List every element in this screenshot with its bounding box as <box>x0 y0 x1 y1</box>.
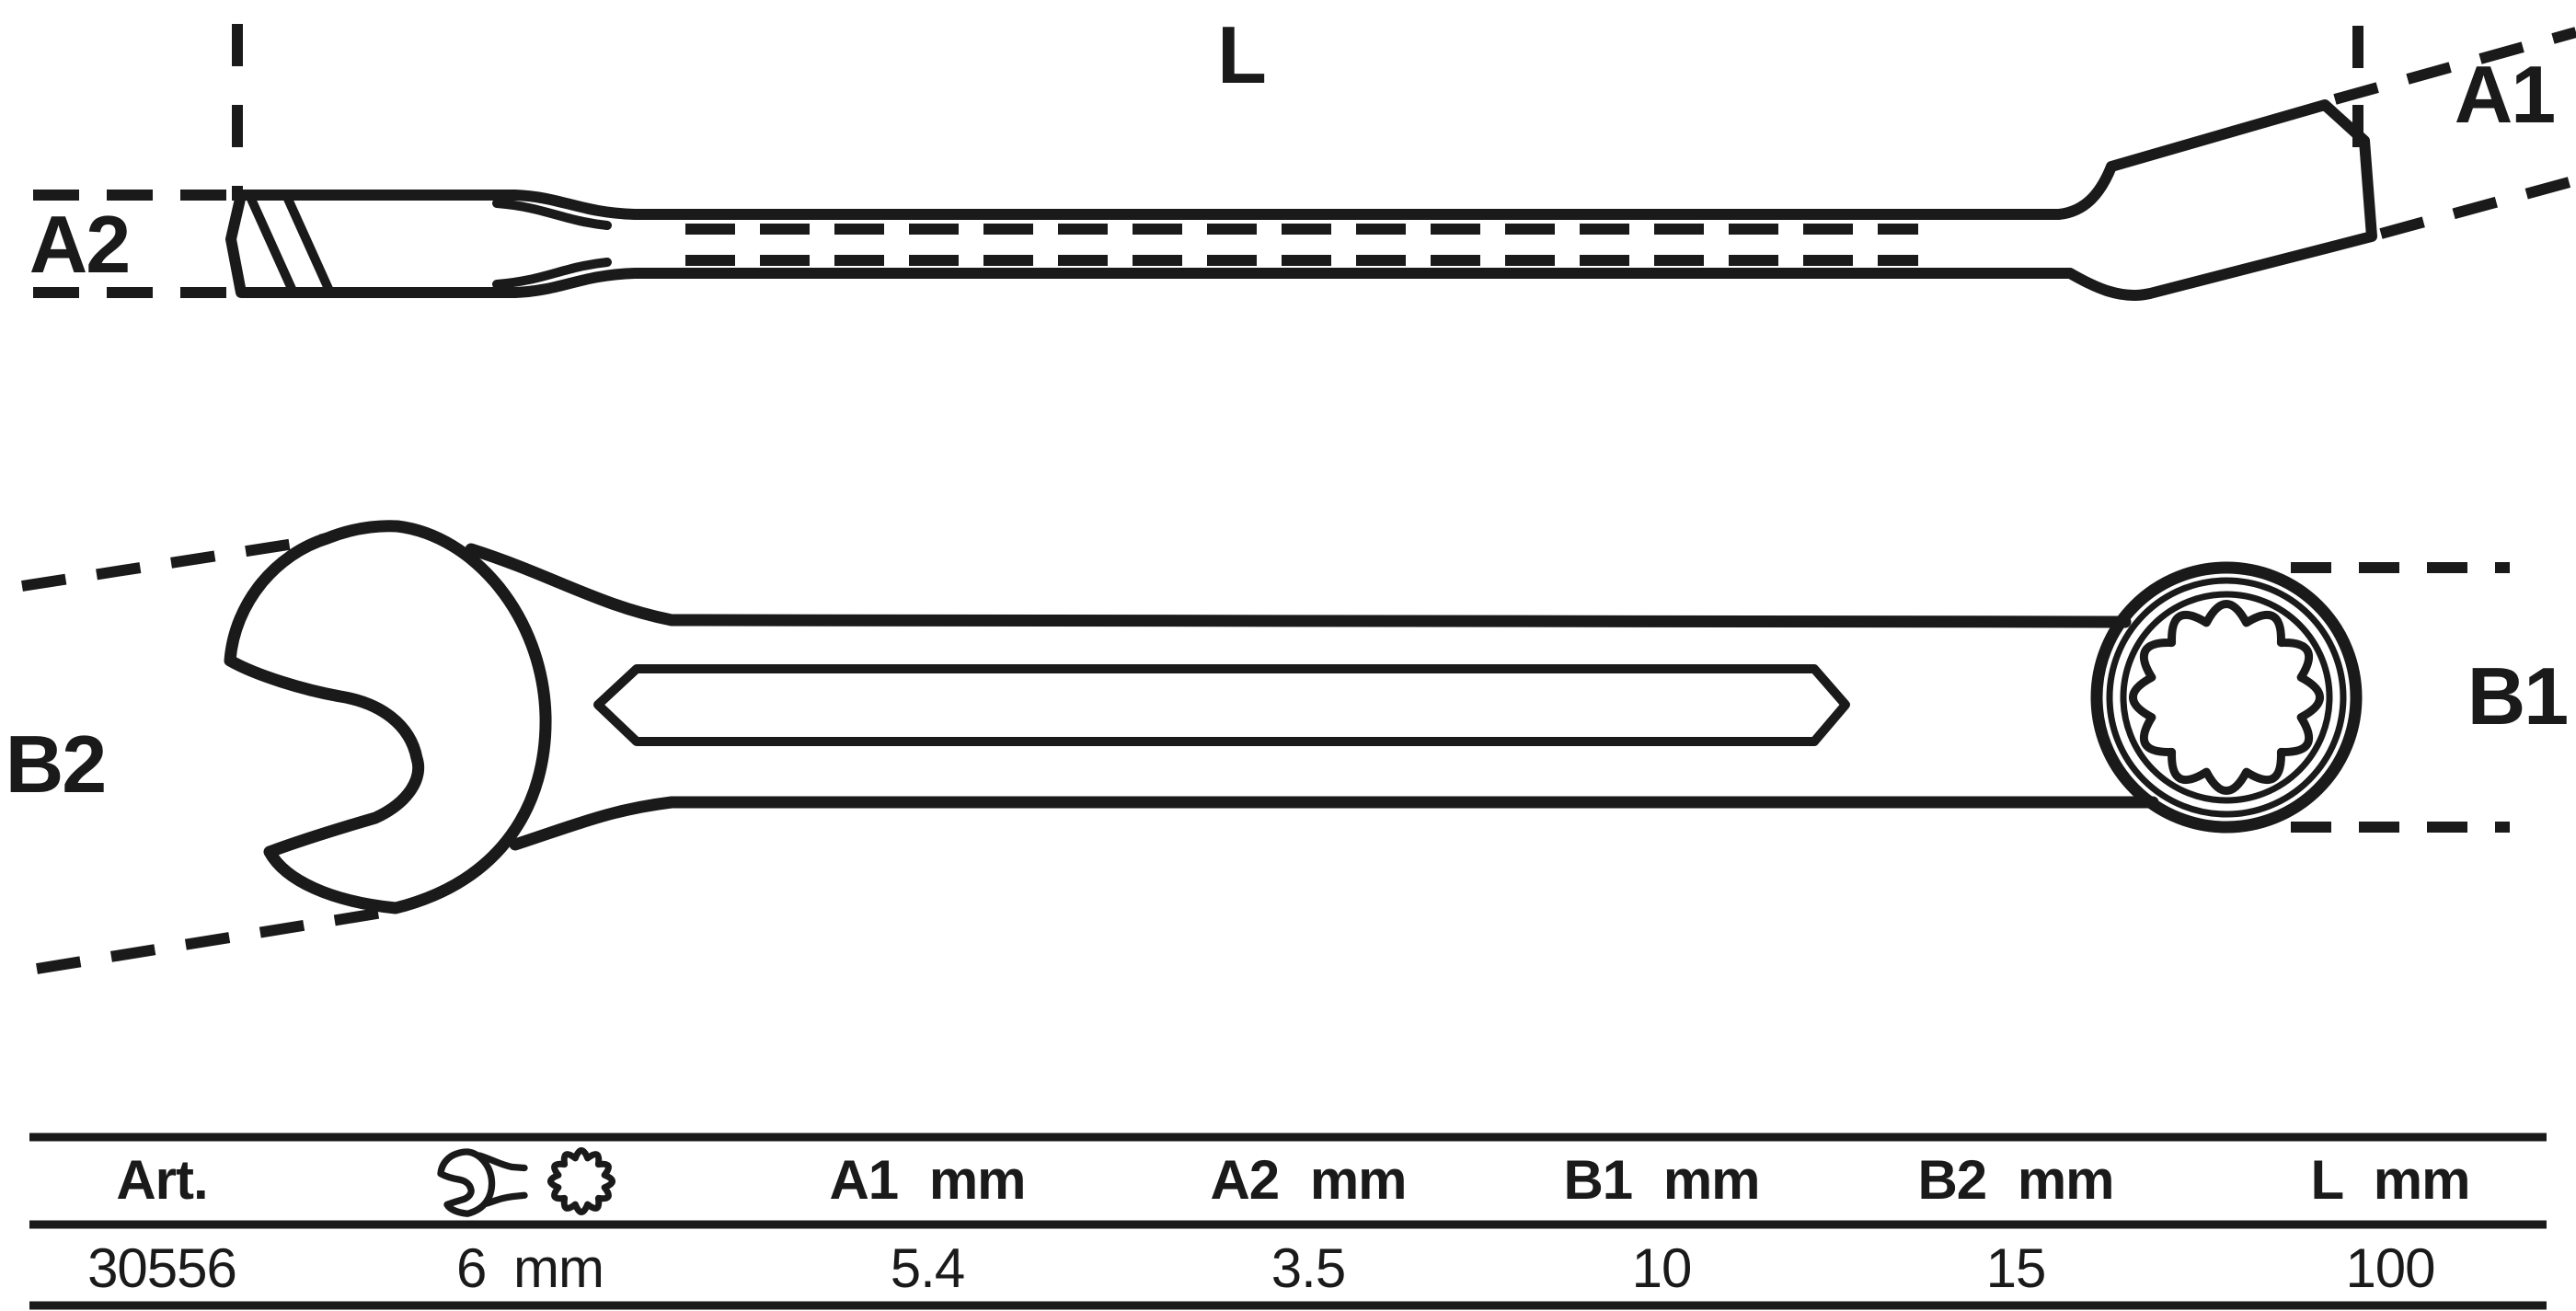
a1-dimension-line-top <box>2333 27 2576 105</box>
side-view-outline <box>225 99 2377 301</box>
cell-article-number: 30556 <box>87 1237 236 1299</box>
ring-chamfer-circle <box>2106 577 2347 818</box>
jaw-chamfer-edge <box>246 192 297 295</box>
cell-b1: 10 <box>1632 1237 1692 1299</box>
head-step-inner-edge-top <box>492 199 612 230</box>
ring-12-point-profile <box>2129 600 2324 795</box>
cell-size: 6 mm <box>456 1237 604 1299</box>
b2-dimension-line-bottom <box>36 905 395 974</box>
front-view <box>21 520 2510 974</box>
header-b1: B1 mm <box>1563 1149 1759 1211</box>
spec-table: Art. A1 mm A2 mm B1 mm B2 mm L mm 30556 … <box>29 1133 2547 1310</box>
table-data-row: 30556 6 mm 5.4 3.5 10 15 100 <box>87 1237 2435 1299</box>
table-header-row: Art. A1 mm A2 mm B1 mm B2 mm L mm <box>116 1147 2470 1217</box>
header-l: L mm <box>2311 1149 2470 1211</box>
ring-inner-circle <box>2120 591 2333 804</box>
shank-bottom-edge <box>509 796 2159 851</box>
header-article: Art. <box>116 1149 207 1211</box>
cell-b2: 15 <box>1986 1237 2046 1299</box>
shank-recess-panel <box>593 664 1850 746</box>
header-b2: B2 mm <box>1917 1149 2113 1211</box>
cell-a1: 5.4 <box>891 1237 964 1299</box>
dimension-labels: L A1 A2 B1 B2 <box>6 9 2570 810</box>
shank-top-edge <box>465 543 2132 628</box>
cell-l: 100 <box>2345 1237 2434 1299</box>
open-end-head-outline <box>224 520 552 914</box>
jaw-chamfer-edge <box>282 192 334 295</box>
ring-outer-circle <box>2090 561 2363 834</box>
side-view <box>33 24 2576 301</box>
label-A2: A2 <box>29 199 130 290</box>
label-length-L: L <box>1217 9 1265 100</box>
open-end-wrench-icon <box>437 1148 528 1217</box>
header-a2: A2 mm <box>1210 1149 1406 1211</box>
label-B2: B2 <box>6 719 106 810</box>
cell-a2: 3.5 <box>1271 1237 1345 1299</box>
head-step-inner-edge-bottom <box>492 258 612 289</box>
label-B1: B1 <box>2467 650 2568 742</box>
label-A1: A1 <box>2455 49 2555 140</box>
b2-dimension-line-top <box>21 534 325 592</box>
ring-12-point-icon <box>547 1147 615 1215</box>
header-a1: A1 mm <box>829 1149 1025 1211</box>
a1-dimension-line-bottom <box>2379 175 2576 239</box>
